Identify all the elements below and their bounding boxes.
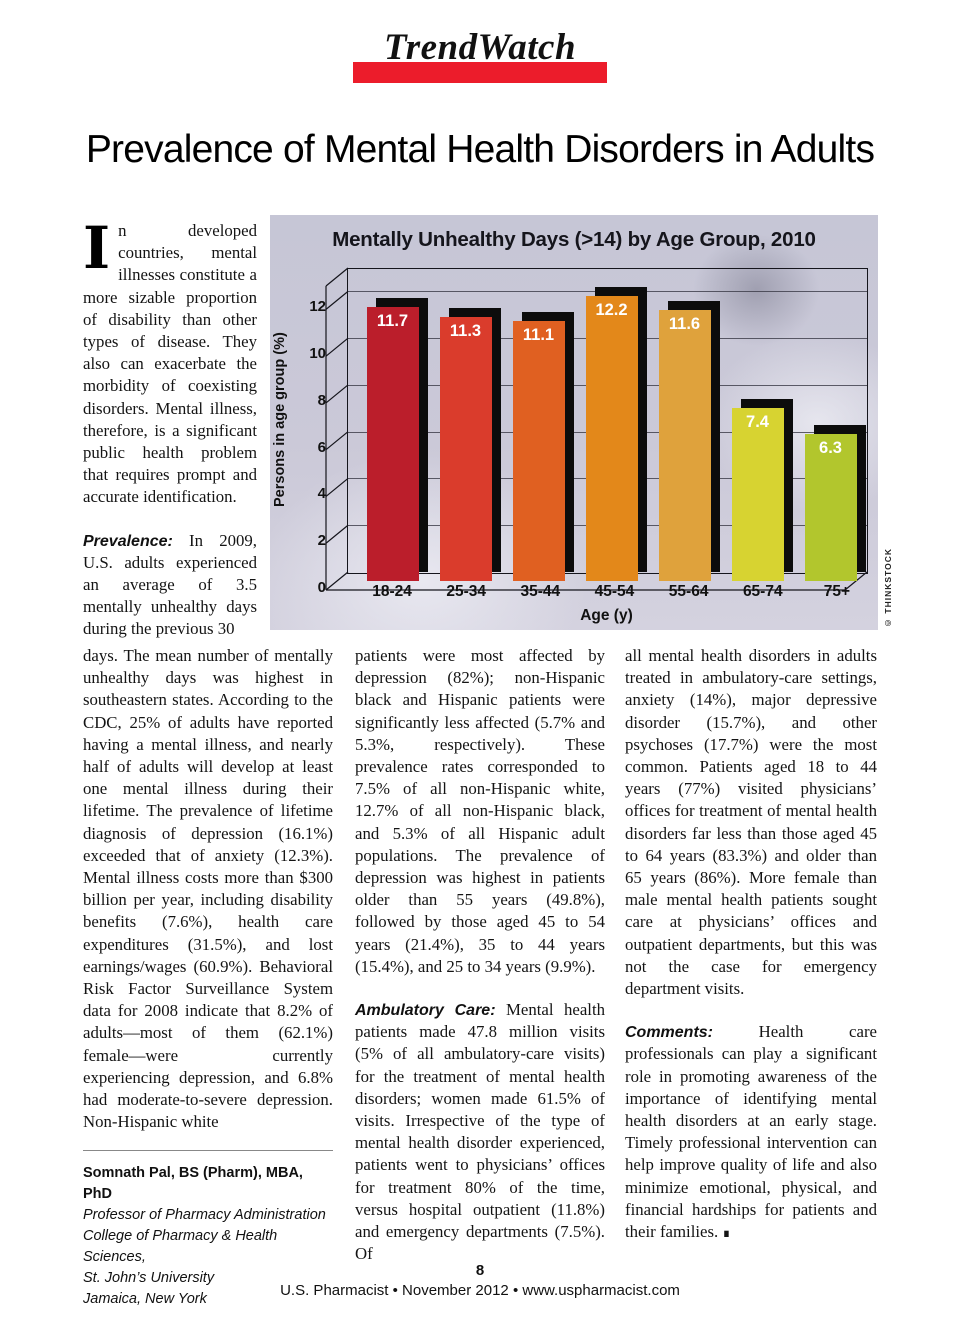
chart-panel: Mentally Unhealthy Days (>14) by Age Gro… [270, 215, 893, 630]
bar-value-label: 11.3 [449, 321, 482, 340]
brand-logo: TrendWatch [383, 27, 577, 68]
y-tick-label: 4 [317, 485, 326, 503]
chart-x-axis-label: Age (y) [580, 607, 633, 624]
comments-paragraph: Comments: Health care professionals can … [625, 1021, 877, 1245]
author-title: Professor of Pharmacy Administration [83, 1207, 326, 1223]
x-tick-label: 18-24 [372, 583, 412, 600]
y-tick-label: 12 [309, 298, 326, 316]
y-tick-label: 6 [317, 438, 326, 456]
chart-title: Mentally Unhealthy Days (>14) by Age Gro… [332, 228, 816, 251]
bar-75+: 6.3 [804, 433, 857, 581]
prevalence-paragraph: Prevalence: In 2009, U.S. adults experie… [83, 530, 257, 641]
comments-label: Comments: [625, 1024, 714, 1042]
author-name: Somnath Pal, BS (Pharm), MBA, PhD [83, 1165, 303, 1202]
ambulatory-care-text: Mental health patients made 47.8 million… [355, 1000, 606, 1264]
bar-slot: 11.7 [356, 307, 429, 581]
bar-value-label: 6.3 [819, 438, 842, 457]
prevalence-text-top: In 2009, U.S. adults experienced an aver… [83, 530, 257, 639]
comments-text: Health care professionals can play a sig… [625, 1022, 877, 1242]
chart-plot: 11.7 11.3 11.1 12.2 11.6 7.4 6.3 [325, 267, 868, 591]
bar-value-label: 12.2 [595, 300, 628, 319]
article-title: Prevalence of Mental Health Disorders in… [85, 128, 875, 171]
bar-25-34: 11.3 [439, 316, 492, 581]
bar-18-24: 11.7 [366, 307, 419, 581]
bar-55-64: 11.6 [658, 309, 711, 581]
author-block: Somnath Pal, BS (Pharm), MBA, PhD Profes… [83, 1150, 333, 1310]
bar-slot: 11.1 [502, 321, 575, 581]
author-college: College of Pharmacy & Health Sciences, [83, 1228, 278, 1265]
x-tick-label: 65-74 [742, 583, 783, 600]
bar-value-label: 11.6 [668, 314, 701, 333]
x-tick-label: 35-44 [520, 583, 561, 600]
chart-x-ticks: 18-24 25-34 35-44 45-54 55-64 65-74 75+ [355, 583, 874, 601]
column-2: patients were most affected by depressio… [355, 645, 605, 1265]
chart-y-ticks: 0 2 4 6 8 10 12 [298, 268, 326, 598]
author-location: Jamaica, New York [83, 1291, 207, 1307]
y-tick-label: 10 [309, 345, 326, 363]
bar-35-44: 11.1 [512, 321, 565, 581]
column-3: all mental health disorders in adults tr… [625, 645, 877, 1245]
publication-line: U.S. Pharmacist • November 2012 • www.us… [280, 1282, 680, 1299]
bar-value-label: 11.1 [522, 326, 555, 345]
masthead: TrendWatch [0, 26, 960, 83]
bar-slot: 11.3 [429, 316, 502, 581]
x-tick-label: 45-54 [594, 583, 635, 600]
bar-value-label: 11.7 [376, 312, 409, 331]
prevalence-text-continued: days. The mean number of mentally unheal… [83, 646, 333, 1132]
drop-cap: I [83, 214, 111, 282]
bar-45-54: 12.2 [585, 295, 638, 581]
bar-slot: 7.4 [721, 407, 794, 581]
brand-red-bar [353, 62, 607, 83]
bar-slot: 6.3 [794, 433, 867, 581]
page-number: 8 [475, 1262, 485, 1279]
gridline [348, 291, 867, 293]
x-tick-label: 55-64 [668, 583, 709, 600]
y-tick-label: 0 [317, 579, 326, 596]
y-tick-label: 2 [317, 532, 326, 550]
intro-text: n developed countries, mental illnesses … [83, 221, 257, 507]
ambulatory-care-label: Ambulatory Care: [355, 1002, 496, 1020]
chart-y-axis-label: Persons in age group (%) [272, 332, 288, 508]
depression-prevalence-paragraph: patients were most affected by depressio… [355, 646, 605, 976]
ambulatory-continued-paragraph: all mental health disorders in adults tr… [625, 646, 877, 999]
prevalence-label: Prevalence: [83, 532, 173, 550]
bar-slot: 12.2 [575, 295, 648, 581]
column-1-bottom: days. The mean number of mentally unheal… [83, 645, 333, 1133]
x-tick-label: 25-34 [446, 583, 487, 600]
bar-slot: 11.6 [648, 309, 721, 581]
photo-credit: © THINKSTOCK [883, 548, 893, 628]
bar-value-label: 7.4 [746, 412, 769, 431]
bar-65-74: 7.4 [731, 407, 784, 581]
y-tick-label: 8 [317, 391, 326, 409]
chart-bars: 11.7 11.3 11.1 12.2 11.6 7.4 6.3 [356, 295, 867, 581]
ambulatory-care-paragraph: Ambulatory Care: Mental health patients … [355, 999, 605, 1265]
author-university: St. John’s University [83, 1270, 215, 1286]
x-tick-label: 75+ [823, 583, 851, 600]
end-of-article-icon: ∎ [722, 1226, 731, 1242]
